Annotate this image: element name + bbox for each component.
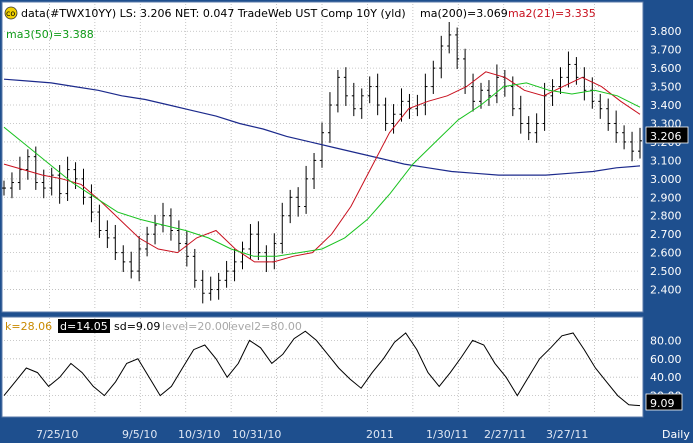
ma2-label: ma2(21)=3.335: [508, 7, 596, 20]
d-label-box: [58, 319, 110, 333]
k-label: k=28.06: [5, 320, 52, 333]
current-price-value: 3.206: [650, 130, 682, 143]
data-label: data(#TWX10YY) LS: 3.206 NET: 0.047 Trad…: [21, 7, 406, 20]
oscillator-grid: [4, 318, 640, 414]
price-tick-label: 3.500: [650, 81, 682, 94]
ma-label: ma(200)=3.069: [420, 7, 508, 20]
d-label: d=14.05: [60, 320, 108, 333]
date-tick-label: 2/27/11: [484, 428, 526, 441]
date-tick-label: 1/30/11: [426, 428, 468, 441]
oscillator-line: [3, 330, 641, 407]
symbol-icon[interactable]: [4, 6, 18, 20]
period-label[interactable]: Daily: [662, 428, 690, 441]
current-osc-box: [645, 393, 683, 411]
price-tick-label: 2.900: [650, 191, 682, 204]
price-tick-label: 2.400: [650, 284, 682, 297]
price-tick-label: 3.000: [650, 173, 682, 186]
oscillator-legend: k=28.06 d=14.05 sd=9.09 level=20.00 leve…: [5, 319, 302, 333]
price-bars: [2, 22, 642, 304]
price-tick-label: 3.400: [650, 99, 682, 112]
date-tick-label: 10/3/10: [178, 428, 220, 441]
date-tick-label: 9/5/10: [122, 428, 157, 441]
price-tick-label: 2.700: [650, 228, 682, 241]
date-tick-label: 10/31/10: [232, 428, 281, 441]
sd-label: sd=9.09: [114, 320, 160, 333]
price-tick-label: 2.500: [650, 265, 682, 278]
price-tick-label: 2.600: [650, 247, 682, 260]
symbol-icon-label: co: [6, 9, 15, 18]
price-tick-label: 3.100: [650, 154, 682, 167]
level2-label: level2=80.00: [228, 320, 302, 333]
price-tick-label: 3.700: [650, 44, 682, 57]
price-tick-label: 3.600: [650, 62, 682, 75]
price-tick-label: 2.800: [650, 210, 682, 223]
oscillator-tick-label: 60.00: [650, 353, 682, 366]
date-tick-label: 2011: [366, 428, 394, 441]
current-price-box: [645, 126, 689, 144]
oscillator-tick-label: 40.00: [650, 371, 682, 384]
date-tick-label: 3/27/11: [546, 428, 588, 441]
legend: co data(#TWX10YY) LS: 3.206 NET: 0.047 T…: [4, 6, 596, 41]
date-tick-label: 7/25/10: [36, 428, 78, 441]
price-tick-label: 3.800: [650, 25, 682, 38]
current-osc-value: 9.09: [650, 397, 675, 410]
price-axis: 3.8003.7003.6003.5003.4003.3003.2003.100…: [650, 25, 682, 296]
ma-200-line: [3, 78, 641, 176]
level-label: level=20.00: [162, 320, 229, 333]
oscillator-tick-label: 80.00: [650, 334, 682, 347]
ma3-label: ma3(50)=3.388: [6, 28, 94, 41]
ma2-21-line: [3, 71, 641, 263]
ma3-50-line: [3, 82, 641, 257]
date-axis: 7/25/10 9/5/10 10/3/10 10/31/10 2011 1/30/11 2…: [36, 428, 588, 441]
oscillator-panel: [1, 316, 644, 418]
